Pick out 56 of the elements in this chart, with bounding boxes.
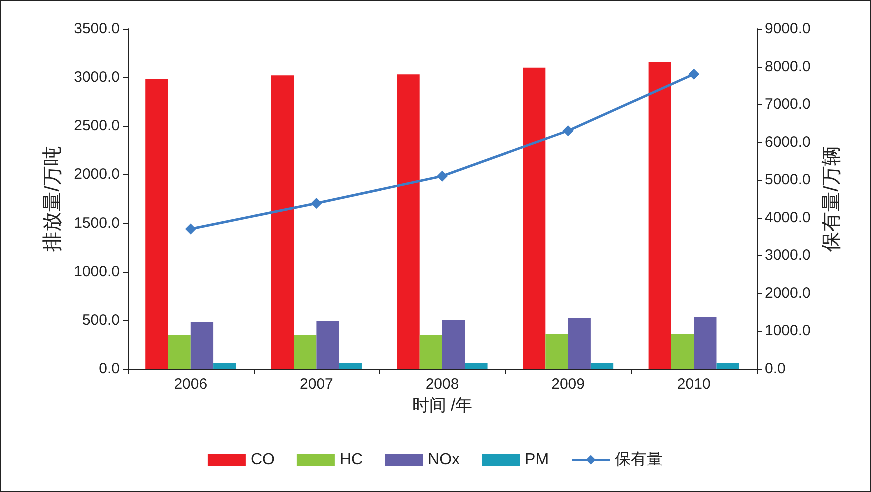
bar (465, 363, 488, 369)
legend-label: 保有量 (615, 452, 664, 468)
legend-label: PM (525, 452, 550, 468)
x-axis-title: 时间 /年 (412, 396, 473, 415)
x-tick-label: 2007 (300, 376, 334, 393)
y2-tick-label: 0.0 (765, 360, 786, 378)
y2-tick-label: 2000.0 (765, 284, 811, 302)
bar (316, 321, 340, 369)
bar (271, 76, 294, 369)
bar (420, 335, 442, 369)
bar (146, 80, 168, 369)
y-tick-label: 2500.0 (74, 118, 120, 135)
bar (671, 334, 694, 369)
x-tick-label: 2006 (174, 376, 208, 393)
bar (168, 335, 191, 369)
y2-tick-label: 6000.0 (765, 134, 811, 151)
bar (648, 62, 672, 369)
y-axis-title: 排放量/万吨 (42, 146, 64, 252)
bar (294, 335, 317, 369)
bar (590, 363, 614, 369)
y-tick-label: 0.0 (99, 360, 120, 378)
point (688, 68, 700, 80)
point (185, 224, 196, 235)
y2-tick-label: 4000.0 (765, 209, 811, 226)
legend-label: HC (340, 452, 364, 468)
y2-tick-label: 3000.0 (765, 247, 811, 264)
point (437, 170, 448, 182)
bar (568, 318, 591, 369)
y2-tick-label: 5000.0 (765, 172, 811, 189)
bar (339, 363, 362, 369)
point (311, 198, 322, 210)
y2-tick-label: 1000.0 (765, 322, 811, 340)
bar (442, 320, 466, 369)
bar (397, 74, 420, 369)
x-tick-label: 2009 (552, 376, 585, 393)
point (562, 126, 574, 136)
x-tick-label: 2010 (677, 376, 711, 393)
bar (546, 334, 568, 369)
y-tick-label: 3500.0 (74, 20, 120, 38)
y-tick-label: 1000.0 (74, 263, 120, 280)
y2-axis-title: 保有量/万辆 (820, 146, 843, 252)
y-tick-label: 500.0 (82, 312, 120, 329)
bar (214, 363, 236, 369)
legend-label: NOx (428, 452, 460, 468)
y2-tick-label: 8000.0 (765, 58, 811, 76)
bar (190, 322, 214, 369)
bar (523, 68, 546, 369)
y-tick-label: 3000.0 (74, 69, 120, 86)
bar (694, 318, 717, 369)
y-tick-label: 1500.0 (74, 214, 120, 232)
y-tick-label: 2000.0 (74, 166, 120, 184)
x-tick-label: 2008 (426, 376, 460, 393)
y2-tick-label: 7000.0 (765, 96, 811, 114)
bar (716, 363, 740, 369)
legend-label: CO (250, 452, 275, 468)
y2-tick-label: 9000.0 (765, 20, 811, 38)
